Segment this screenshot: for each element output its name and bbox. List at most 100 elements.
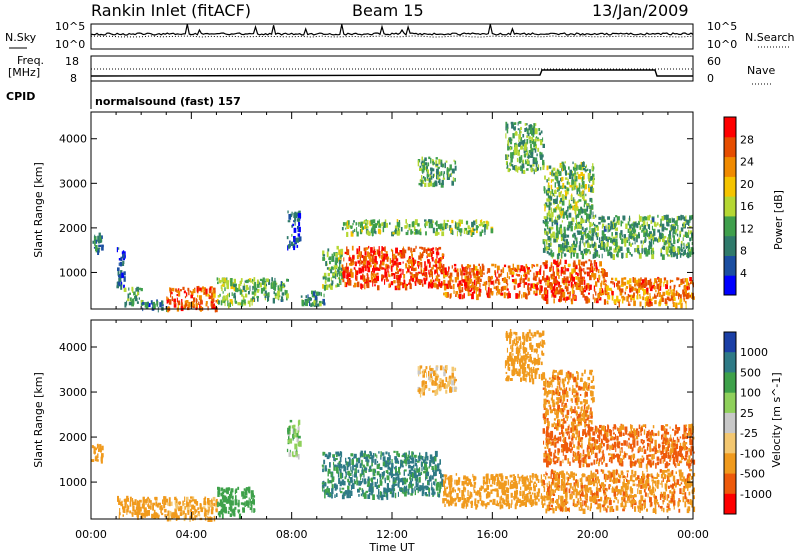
- echo-cell: [326, 284, 330, 288]
- echo-cell: [287, 244, 291, 249]
- echo-cell: [230, 491, 233, 496]
- echo-cell: [352, 222, 354, 226]
- echo-cell: [339, 466, 341, 470]
- echo-cell: [412, 248, 416, 252]
- echo-cell: [574, 178, 576, 182]
- echo-cell: [636, 245, 640, 249]
- echo-cell: [395, 483, 398, 486]
- echo-cell: [584, 271, 587, 275]
- echo-cell: [582, 189, 584, 195]
- echo-cell: [549, 213, 551, 218]
- echo-cell: [430, 487, 434, 491]
- echo-cell: [487, 276, 490, 281]
- echo-cell: [648, 303, 651, 307]
- echo-cell: [416, 468, 420, 473]
- echo-cell: [370, 271, 373, 276]
- echo-cell: [583, 279, 586, 285]
- echo-cell: [348, 461, 350, 468]
- echo-cell: [430, 457, 433, 461]
- echo-cell: [588, 285, 591, 291]
- echo-cell: [691, 235, 693, 241]
- echo-cell: [197, 507, 200, 510]
- echo-cell: [506, 288, 509, 291]
- echo-cell: [517, 149, 520, 156]
- echo-cell: [94, 447, 97, 451]
- echo-cell: [606, 285, 609, 291]
- echo-cell: [580, 268, 583, 272]
- echo-cell: [391, 272, 394, 277]
- echo-cell: [319, 301, 322, 307]
- echo-cell: [384, 480, 386, 484]
- echo-cell: [175, 288, 177, 292]
- echo-cell: [137, 514, 139, 520]
- echo-cell: [485, 285, 487, 291]
- echo-cell: [680, 214, 683, 221]
- echo-cell: [132, 299, 135, 305]
- echo-cell: [251, 291, 255, 295]
- echo-cell: [567, 263, 571, 267]
- echo-cell: [186, 500, 188, 503]
- echo-cell: [117, 281, 121, 287]
- echo-cell: [654, 300, 657, 305]
- echo-cell: [691, 292, 692, 298]
- echo-cell: [541, 496, 544, 501]
- echo-cell: [496, 290, 500, 294]
- echo-cell: [628, 228, 631, 231]
- echo-cell: [267, 296, 270, 302]
- echo-cell: [93, 236, 97, 242]
- echo-cell: [437, 274, 440, 277]
- echo-cell: [667, 239, 670, 244]
- echo-cell: [597, 293, 601, 299]
- echo-cell: [483, 224, 486, 227]
- echo-cell: [298, 236, 302, 242]
- echo-cell: [353, 282, 357, 288]
- echo-cell: [487, 268, 491, 273]
- echo-cell: [498, 288, 501, 295]
- echo-cell: [572, 243, 575, 248]
- echo-cell: [435, 263, 437, 268]
- echo-cell: [529, 486, 533, 491]
- echo-cell: [533, 290, 536, 295]
- echo-cell: [479, 487, 481, 491]
- echo-cell: [209, 295, 212, 299]
- echo-cell: [243, 495, 246, 499]
- echo-cell: [341, 251, 343, 257]
- echo-cell: [357, 488, 360, 493]
- echo-cell: [592, 294, 594, 300]
- echo-cell: [183, 304, 186, 310]
- echo-cell: [631, 230, 633, 236]
- echo-cell: [454, 269, 457, 273]
- echo-cell: [377, 250, 379, 255]
- echo-cell: [683, 234, 686, 238]
- echo-cell: [558, 281, 561, 288]
- echo-cell: [649, 244, 652, 250]
- echo-cell: [579, 183, 581, 190]
- echo-cell: [335, 284, 338, 288]
- echo-cell: [451, 172, 453, 176]
- echo-cell: [205, 288, 208, 295]
- echo-cell: [214, 307, 216, 313]
- echo-cell: [507, 146, 510, 151]
- echo-cell: [293, 245, 296, 251]
- echo-cell: [346, 249, 349, 252]
- echo-cell: [595, 299, 599, 304]
- echo-cell: [610, 280, 613, 284]
- echo-cell: [128, 301, 132, 306]
- echo-cell: [235, 488, 238, 493]
- echo-cell: [545, 221, 548, 227]
- echo-cell: [487, 287, 490, 293]
- echo-cell: [528, 125, 532, 131]
- echo-cell: [405, 219, 407, 224]
- echo-cell: [156, 299, 158, 302]
- nave-tick-bottom: 0: [707, 72, 714, 85]
- echo-cell: [351, 259, 354, 264]
- echo-cell: [97, 235, 100, 242]
- echo-cell: [550, 276, 554, 280]
- echo-cell: [297, 420, 300, 427]
- echo-cell: [525, 293, 528, 300]
- echo-cell: [437, 166, 440, 169]
- echo-cell: [609, 246, 611, 252]
- echo-cell: [373, 276, 375, 280]
- echo-cell: [372, 494, 375, 500]
- echo-cell: [126, 495, 129, 500]
